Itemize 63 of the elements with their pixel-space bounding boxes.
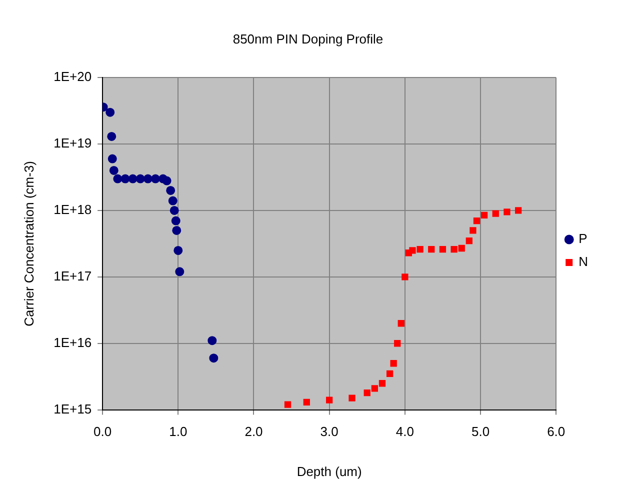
point [172, 226, 182, 235]
point [107, 132, 116, 141]
point [492, 210, 499, 217]
point [162, 176, 172, 186]
point [326, 396, 333, 404]
legend-label: N [578, 254, 588, 270]
x-tick-label: 1.0 [169, 424, 188, 440]
point [402, 274, 408, 280]
point [514, 207, 522, 214]
y-tick-label: 1E+15 [54, 401, 92, 416]
y-tick-label: 1E+16 [54, 334, 92, 350]
point [284, 401, 292, 408]
point [364, 390, 370, 396]
point [120, 174, 130, 184]
x-tick-label: 0.0 [94, 424, 112, 440]
point [458, 244, 465, 252]
y-tick-label: 1E+20 [54, 69, 92, 84]
point [394, 340, 401, 347]
point [166, 186, 176, 195]
point [428, 246, 435, 253]
point [390, 360, 397, 367]
point [371, 385, 378, 392]
x-tick-label: 6.0 [547, 424, 566, 440]
y-axis-title: Carrier Concentration (cm-3) [21, 160, 36, 326]
point [109, 166, 118, 175]
point [386, 370, 394, 377]
point [378, 380, 386, 387]
point [409, 247, 416, 254]
point [168, 196, 178, 206]
point [108, 154, 117, 164]
point [303, 398, 310, 406]
point [175, 267, 184, 276]
point [398, 320, 404, 327]
point [136, 174, 145, 184]
x-axis-title: Depth (um) [296, 464, 362, 479]
point [466, 237, 473, 244]
point [416, 246, 424, 253]
point [143, 174, 152, 184]
point [348, 394, 356, 402]
chart-title: 850nm PIN Doping Profile [232, 31, 384, 46]
point [150, 174, 160, 184]
point [171, 216, 180, 226]
point [113, 174, 122, 184]
point [480, 212, 488, 218]
x-tick-label: 5.0 [471, 424, 490, 440]
point [209, 354, 218, 363]
y-tick-label: 1E+17 [54, 268, 92, 284]
x-tick-label: 4.0 [396, 424, 414, 440]
point [473, 217, 480, 224]
point [170, 206, 179, 215]
x-tick-label: 3.0 [320, 424, 338, 440]
point [450, 246, 458, 253]
point [174, 246, 183, 255]
x-tick-label: 2.0 [244, 424, 263, 440]
y-tick-label: 1E+19 [54, 136, 92, 151]
legend-label: P [578, 231, 588, 246]
point [128, 174, 138, 184]
point [106, 108, 115, 117]
point [439, 246, 446, 253]
y-tick-label: 1E+18 [54, 202, 92, 218]
point [470, 227, 476, 234]
point [504, 208, 510, 216]
point [208, 336, 217, 346]
